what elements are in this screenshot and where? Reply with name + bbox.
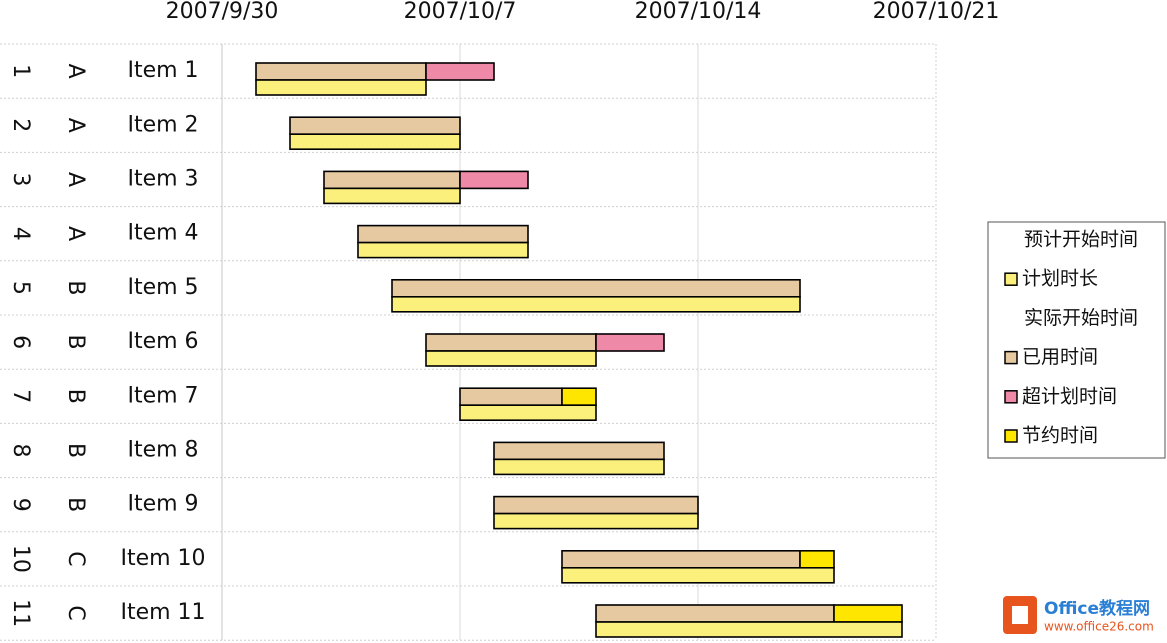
bar-segment	[425, 62, 495, 81]
row-group: A	[63, 226, 88, 241]
legend-swatch	[1004, 272, 1018, 286]
bar-segment	[493, 441, 665, 461]
bar-segment	[425, 333, 597, 352]
category-label: Item 8	[127, 438, 198, 463]
bar-segment	[459, 387, 563, 407]
row-number: 3	[8, 173, 33, 187]
row-number: 2	[8, 118, 33, 132]
row-number: 8	[8, 444, 33, 458]
row-group: B	[63, 497, 88, 512]
category-label: Item 6	[127, 329, 198, 354]
row-number: 6	[8, 335, 33, 349]
bar-segment	[595, 604, 835, 623]
bar-segment	[459, 404, 597, 422]
bar-segment	[833, 604, 903, 623]
row-number: 1	[8, 64, 33, 78]
category-label: Item 1	[127, 58, 198, 83]
bar-segment	[391, 278, 801, 298]
bar-segment	[255, 79, 427, 96]
bar-segment	[289, 133, 461, 150]
bar-segment	[561, 387, 597, 407]
bar-segment	[357, 241, 529, 259]
row-group: A	[63, 118, 88, 133]
bar-segment	[459, 170, 529, 190]
x-tick-label: 2007/10/14	[635, 0, 762, 24]
category-label: Item 9	[127, 492, 198, 517]
row-number: 11	[8, 599, 33, 627]
legend-label: 超计划时间	[1022, 385, 1117, 407]
bar-segment	[493, 495, 699, 515]
bar-segment	[425, 350, 597, 367]
logo-icon-inner	[1012, 606, 1028, 624]
legend-swatch	[1004, 350, 1018, 365]
legend-label: 计划时长	[1022, 268, 1098, 290]
legend-label: 预计开始时间	[1024, 229, 1138, 251]
row-number: 9	[8, 498, 33, 512]
bar-segment	[255, 62, 427, 81]
category-label: Item 2	[127, 112, 198, 137]
category-label: Item 11	[120, 600, 205, 625]
bar-segment	[391, 295, 801, 313]
bar-segment	[595, 333, 665, 352]
bar-segment	[289, 116, 461, 135]
row-number: 4	[8, 227, 33, 241]
bar-segment	[561, 549, 801, 569]
category-label: Item 3	[127, 167, 198, 192]
category-label: Item 7	[127, 383, 198, 408]
bar-segment	[493, 512, 699, 530]
bar-segment	[493, 458, 665, 476]
category-label: Item 10	[120, 546, 205, 571]
x-tick-label: 2007/9/30	[166, 0, 279, 24]
row-group: C	[63, 605, 88, 620]
bar-segment	[561, 566, 835, 584]
row-group: B	[63, 335, 88, 350]
watermark: Office教程网 www.office26.com	[1003, 596, 1154, 634]
bar-segment	[323, 187, 461, 205]
row-number: 10	[8, 545, 33, 573]
bar-segment	[323, 170, 461, 190]
row-group: B	[63, 280, 88, 295]
x-tick-label: 2007/10/7	[404, 0, 517, 24]
legend-swatch	[1004, 390, 1018, 404]
x-tick-label: 2007/10/21	[873, 0, 1000, 24]
row-group: A	[63, 64, 88, 79]
legend-label: 已用时间	[1022, 346, 1098, 368]
legend-label: 实际开始时间	[1024, 307, 1138, 329]
legend-swatch	[1004, 429, 1018, 443]
row-group: B	[63, 443, 88, 458]
category-label: Item 5	[127, 275, 198, 300]
watermark-title: Office教程网	[1044, 598, 1150, 619]
row-number: 7	[8, 389, 33, 403]
legend-label: 节约时间	[1022, 425, 1098, 447]
bar-segment	[799, 549, 835, 569]
row-group: A	[63, 172, 88, 187]
legend-box	[987, 221, 1166, 459]
row-group: C	[63, 551, 88, 566]
row-group: B	[63, 389, 88, 404]
watermark-url: www.office26.com	[1044, 620, 1154, 634]
category-label: Item 4	[127, 221, 198, 246]
row-number: 5	[8, 281, 33, 295]
bar-segment	[595, 621, 903, 638]
bar-segment	[357, 224, 529, 244]
